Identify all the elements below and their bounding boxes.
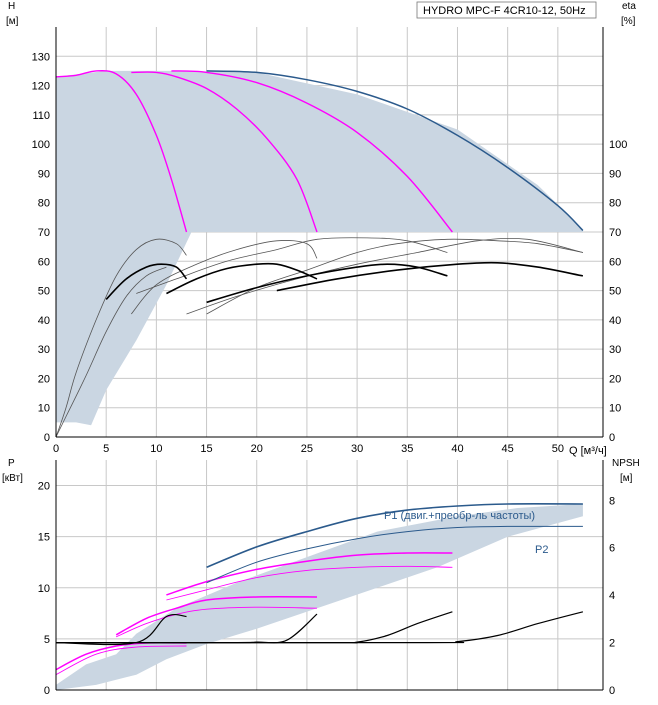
upper-y2-tick-label: 70 [609,227,621,239]
npsh-curve [55,613,187,646]
power-curve-p2 [206,525,583,584]
upper-y-tick-label: 30 [38,344,50,356]
speed-curve [131,71,318,233]
tick-labels: 0102030405060708090100110120130010203040… [32,51,628,697]
x-tick-label: 10 [150,443,162,455]
lower-y-axis-label-line1: P [8,458,15,469]
upper-y2-tick-label: 0 [609,432,615,444]
eta-curve-thin [136,237,448,294]
chart-title: HYDRO MPC-F 4CR10-12, 50Hz [423,5,586,17]
upper-y-tick-label: 110 [32,110,50,122]
lower-power-envelope [56,504,583,690]
x-tick-label: 30 [351,443,363,455]
pump-curve-max [206,70,584,232]
eta-curve-thin [55,238,187,438]
x-tick-label: 15 [200,443,212,455]
power-curve-p2-speed [166,565,453,601]
lower-y2-tick-label: 8 [609,495,615,507]
lower-y-tick-label: 10 [38,583,50,595]
upper-y-tick-label: 100 [32,139,50,151]
power-curve-p1-speed [166,552,453,596]
upper-y2-tick-label: 10 [609,403,621,415]
upper-y2-tick-label: 20 [609,373,621,385]
upper-y-tick-label: 20 [38,373,50,385]
x-tick-label: 35 [401,443,413,455]
upper-y2-axis-label-line2: [%] [621,16,636,27]
upper-y2-tick-label: 40 [609,315,621,327]
power-curve-p1-speed [115,596,318,636]
title-box [416,1,597,19]
npsh-curve [55,611,584,644]
upper-y-tick-label: 50 [38,286,50,298]
lower-series [55,503,584,690]
upper-y-tick-label: 40 [38,315,50,327]
power-curve-p2-speed [55,645,187,676]
upper-y2-tick-label: 80 [609,198,621,210]
x-tick-label: 40 [451,443,463,455]
eta-curve [105,263,188,300]
lower-y2-axis-label-line1: NPSH [612,458,640,469]
x-tick-label: 45 [502,443,514,455]
axes [55,27,604,691]
eta-curve-thin [55,266,167,438]
upper-y2-tick-label: 50 [609,286,621,298]
upper-y2-tick-label: 30 [609,344,621,356]
upper-y2-tick-label: 90 [609,168,621,180]
eta-curve-thin [186,237,583,315]
speed-curve [55,70,188,233]
lower-y-tick-label: 0 [44,685,50,697]
lower-y2-tick-label: 0 [609,685,615,697]
eta-curve-thin [130,240,318,315]
x-tick-label: 25 [301,443,313,455]
lower-y-tick-label: 5 [44,634,50,646]
upper-y-axis-label-line2: [м] [6,16,19,27]
upper-y-tick-label: 70 [38,227,50,239]
speed-curve [171,70,453,233]
upper-series [55,70,584,438]
p1-label: P1 (двиг.+преобр-ль частоты) [384,510,535,522]
power-curve-p2-speed [116,606,318,638]
lower-y2-tick-label: 4 [609,590,615,602]
upper-operating-envelope [56,70,583,426]
eta-curve [166,262,318,295]
eta-curve [276,261,584,292]
upper-y-tick-label: 80 [38,198,50,210]
lower-y-axis-label-line2: [кВт] [2,473,23,484]
lower-y-tick-label: 15 [38,532,50,544]
lower-y-tick-label: 20 [38,481,50,493]
upper-y-tick-label: 90 [38,168,50,180]
lower-y2-axis-label-line2: [м] [620,473,633,484]
upper-y2-tick-label: 60 [609,256,621,268]
power-curve-p1 [206,503,583,569]
upper-y-tick-label: 120 [32,81,50,93]
eta-curve [206,263,448,304]
x-tick-label: 20 [251,443,263,455]
upper-y-tick-label: 60 [38,256,50,268]
upper-y-tick-label: 0 [44,432,50,444]
x-tick-label: 5 [103,443,109,455]
upper-y2-axis-label-line1: eta [622,1,636,12]
eta-curve-thin [206,238,583,315]
upper-y-tick-label: 10 [38,403,50,415]
upper-y2-tick-label: 100 [609,139,627,151]
lower-y2-tick-label: 6 [609,543,615,555]
x-axis-label: Q [м³/ч] [569,445,607,457]
x-tick-label: 0 [53,443,59,455]
upper-y-axis-label-line1: H [8,1,15,12]
x-tick-label: 50 [552,443,564,455]
upper-y-tick-label: 130 [32,51,50,63]
lower-y2-tick-label: 2 [609,638,615,650]
p2-label: P2 [535,544,548,556]
